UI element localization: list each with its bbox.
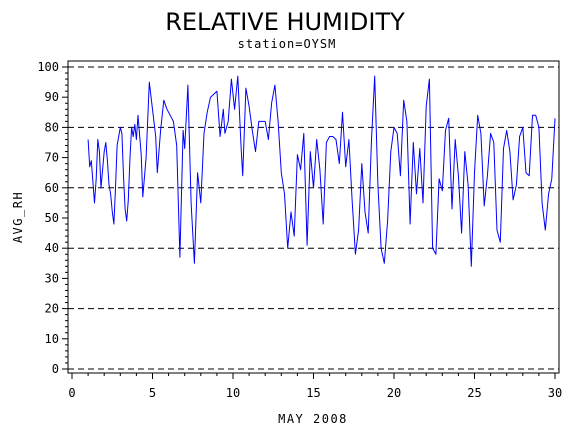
x-axis-label: MAY 2008 xyxy=(278,412,348,426)
y-tick-label: 90 xyxy=(45,90,59,104)
y-tick-label: 100 xyxy=(37,60,59,74)
y-tick-label: 80 xyxy=(45,120,59,134)
series-layer xyxy=(87,75,556,267)
chart-subtitle: station=OYSM xyxy=(238,37,337,51)
y-tick-label: 60 xyxy=(45,181,59,195)
y-tick-label: 40 xyxy=(45,241,59,255)
y-axis-label: AVG_RH xyxy=(11,191,25,243)
x-tick-label: 5 xyxy=(149,386,156,400)
x-tick-label: 30 xyxy=(548,386,562,400)
series-line-avg-rh xyxy=(87,75,556,267)
y-tick-label: 0 xyxy=(52,362,59,376)
x-tick-label: 15 xyxy=(306,386,320,400)
x-tick-label: 20 xyxy=(387,386,401,400)
y-tick-label: 10 xyxy=(45,332,59,346)
axis-layer: 0 10 20 30 40 50 60 70 80 90 100 0 5 10 15 20 25 30 xyxy=(37,60,562,400)
grid-layer xyxy=(68,66,559,370)
chart-title: RELATIVE HUMIDITY xyxy=(165,8,405,36)
x-tick-label: 0 xyxy=(68,386,75,400)
plot-frame xyxy=(67,60,560,374)
y-tick-label: 20 xyxy=(45,302,59,316)
y-tick-label: 30 xyxy=(45,271,59,285)
y-tick-label: 50 xyxy=(45,211,59,225)
x-tick-label: 25 xyxy=(467,386,481,400)
x-tick-label: 10 xyxy=(226,386,240,400)
y-tick-label: 70 xyxy=(45,151,59,165)
